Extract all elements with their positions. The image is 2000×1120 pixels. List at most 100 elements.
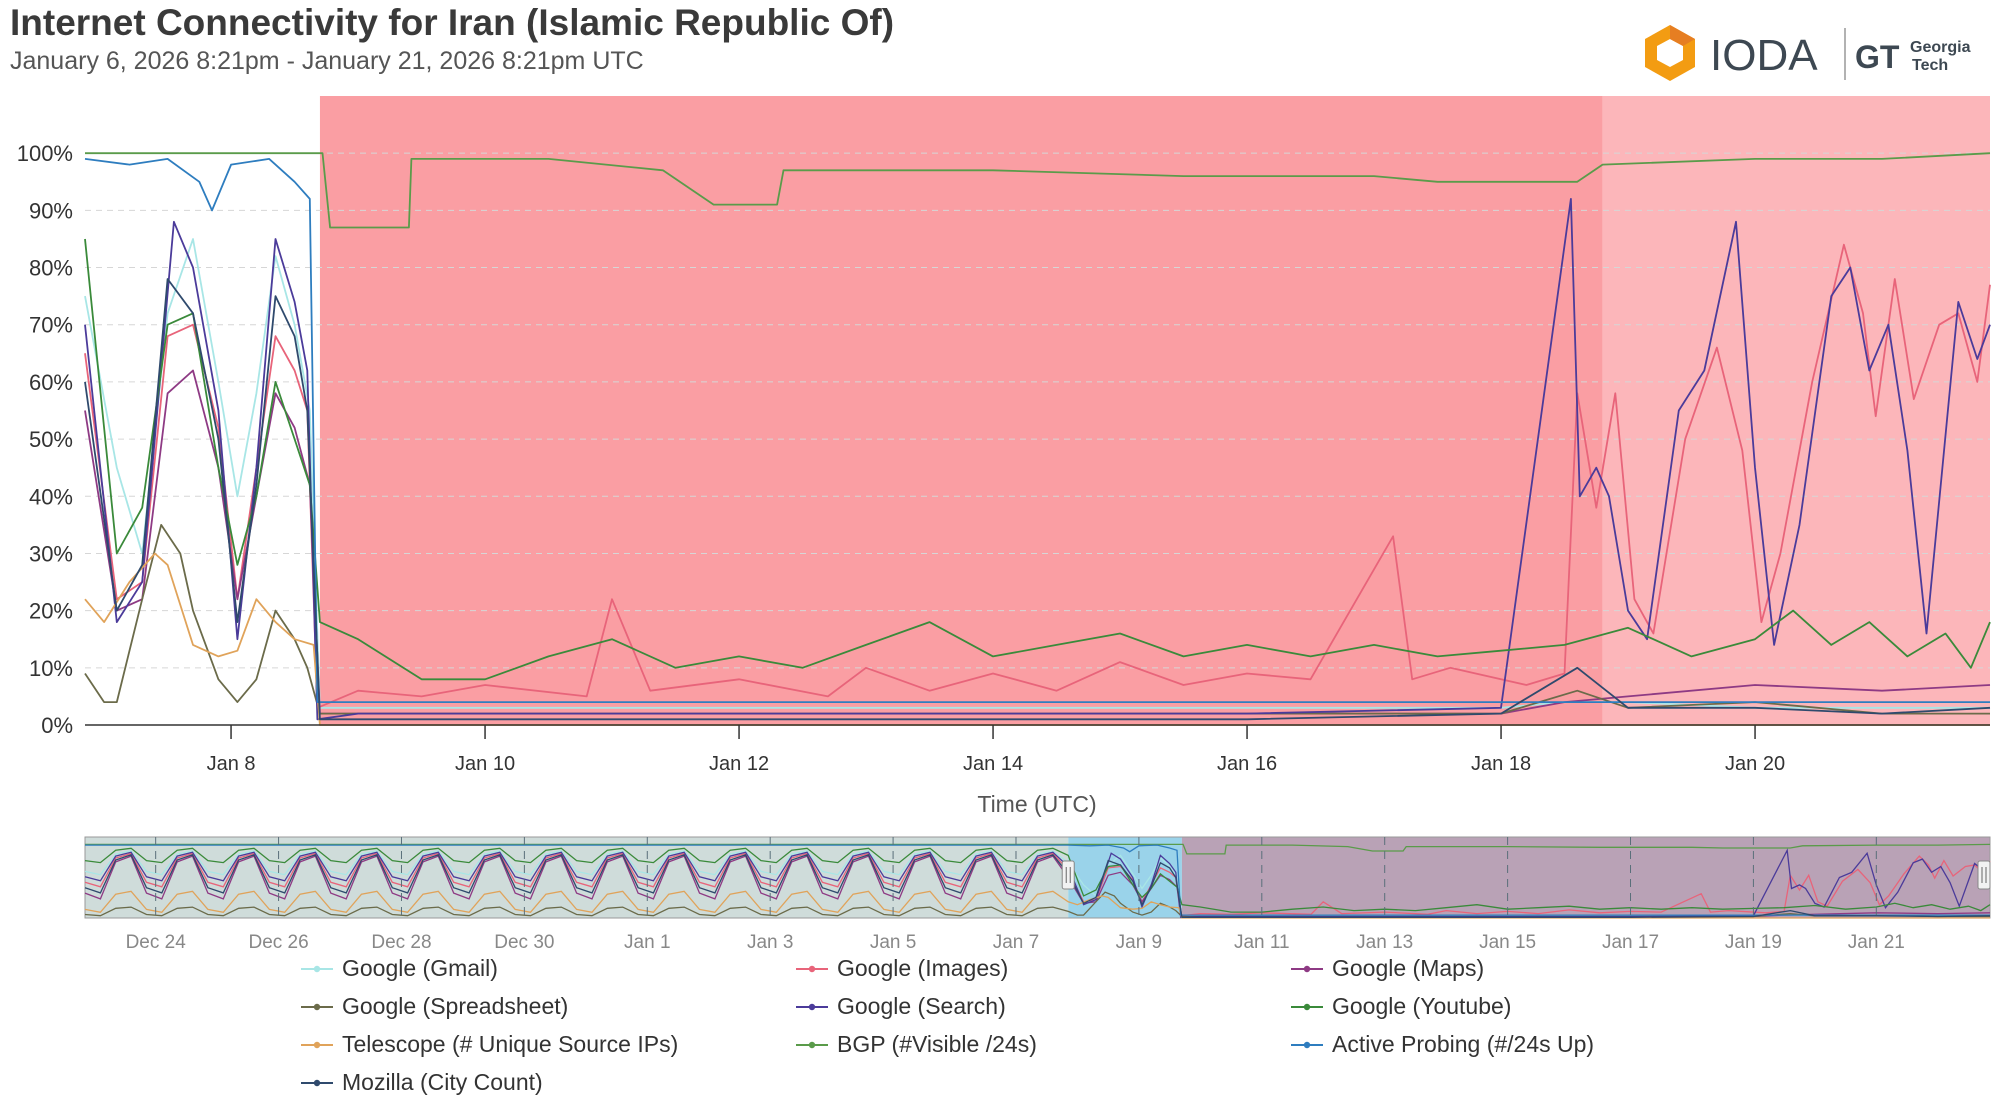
y-tick-label: 80% xyxy=(29,256,73,281)
outage-region-1 xyxy=(1602,96,1990,725)
legend-swatch-icon xyxy=(796,1041,828,1048)
navigator-tick-label: Jan 3 xyxy=(747,932,793,953)
legend-swatch-icon xyxy=(796,1003,828,1010)
ioda-hexagon-icon xyxy=(1645,25,1695,81)
navigator-series-0 xyxy=(84,850,1990,917)
navigator-series-8 xyxy=(85,844,1990,916)
series-lines xyxy=(84,152,1991,726)
y-tick-label: 10% xyxy=(29,656,73,681)
legend-swatch-icon xyxy=(301,1003,333,1010)
legend-item[interactable]: Google (Gmail) xyxy=(300,955,498,982)
series-line-9 xyxy=(84,278,1991,721)
chart-title: Internet Connectivity for Iran (Islamic … xyxy=(10,2,895,43)
legend-swatch-icon xyxy=(301,965,333,972)
series-line-3 xyxy=(84,524,1990,715)
navigator-handle-left[interactable] xyxy=(1061,860,1075,890)
y-tick-label: 90% xyxy=(29,198,73,223)
navigator-tick-label: Dec 24 xyxy=(126,932,187,953)
ioda-logo[interactable]: IODA GT Georgia Tech xyxy=(1640,20,1980,90)
x-tick-label: Jan 18 xyxy=(1471,753,1531,775)
legend-item[interactable]: Telescope (# Unique Source IPs) xyxy=(300,1031,678,1058)
legend-label: Google (Maps) xyxy=(1332,955,1485,981)
navigator-outage-shade xyxy=(1181,837,1990,918)
ioda-wordmark: IODA xyxy=(1710,31,1818,80)
range-navigator[interactable]: Dec 24 Dec 26 Dec 28 Dec 30 Jan 1 Jan 3 Jan 5 J… xyxy=(0,830,2000,955)
x-tick-label: Jan 10 xyxy=(455,753,515,775)
x-axis-label: Time (UTC) xyxy=(977,791,1096,817)
navigator-tick-label: Jan 5 xyxy=(870,932,916,953)
y-tick-label: 20% xyxy=(29,599,73,624)
series-line-1 xyxy=(84,243,1991,709)
legend-label: BGP (#Visible /24s) xyxy=(837,1031,1037,1057)
x-tick-label: Jan 16 xyxy=(1217,753,1277,775)
x-tick-label: Jan 20 xyxy=(1725,753,1785,775)
navigator-tick-label: Jan 9 xyxy=(1116,932,1162,953)
y-tick-label: 40% xyxy=(29,484,73,509)
main-chart[interactable]: 0% 10% 20% 30% 40% 50% 60% 70% 80% 90% 100% Jan 8 Ja… xyxy=(0,90,2000,820)
navigator-background xyxy=(84,836,1991,919)
legend-label: Telescope (# Unique Source IPs) xyxy=(342,1031,679,1057)
navigator-series-9 xyxy=(84,853,1991,918)
navigator-tick-label: Jan 7 xyxy=(993,932,1039,953)
y-tick-label: 60% xyxy=(29,370,73,395)
y-tick-label: 50% xyxy=(29,427,73,452)
legend-label: Google (Youtube) xyxy=(1332,993,1512,1019)
series-line-7 xyxy=(85,152,1991,229)
outage-regions xyxy=(319,96,1990,725)
axes: 0% 10% 20% 30% 40% 50% 60% 70% 80% 90% 100% Jan 8 Ja… xyxy=(17,141,1990,775)
navigator-tick-label: Jan 17 xyxy=(1602,932,1659,953)
x-tick-label: Jan 12 xyxy=(709,753,769,775)
legend-swatch-icon xyxy=(301,1041,333,1048)
x-tick-label: Jan 14 xyxy=(963,753,1023,775)
legend-label: Google (Gmail) xyxy=(342,955,498,981)
navigator-axis: Dec 24 Dec 26 Dec 28 Dec 30 Jan 1 Jan 3 Jan 5 J… xyxy=(126,837,1905,953)
grid-lines xyxy=(85,152,1990,669)
navigator-tick-label: Dec 30 xyxy=(494,932,554,953)
navigator-tick-label: Jan 11 xyxy=(1234,932,1290,953)
series-line-8 xyxy=(84,158,1990,703)
navigator-series-6 xyxy=(84,890,1990,919)
georgia-tech-line1: Georgia xyxy=(1910,39,1971,56)
navigator-tick-label: Jan 15 xyxy=(1479,932,1536,953)
navigator-series-7 xyxy=(85,843,1991,855)
legend-item[interactable]: Google (Youtube) xyxy=(1290,993,1511,1020)
y-tick-label: 70% xyxy=(29,313,73,338)
y-tick-label: 100% xyxy=(17,141,73,166)
navigator-tick-label: Dec 28 xyxy=(371,932,431,953)
navigator-series-4 xyxy=(84,848,1991,918)
legend: Google (Gmail) Google (Images) Google (Map… xyxy=(0,955,2000,1115)
chart-subtitle: January 6, 2026 8:21pm - January 21, 202… xyxy=(10,47,644,75)
navigator-handles[interactable] xyxy=(1061,860,1991,890)
legend-item[interactable]: Google (Search) xyxy=(795,993,1006,1020)
legend-swatch-icon xyxy=(301,1079,333,1086)
navigator-tick-label: Jan 13 xyxy=(1356,932,1413,953)
navigator-tick-label: Jan 1 xyxy=(624,932,670,953)
legend-item[interactable]: BGP (#Visible /24s) xyxy=(795,1031,1037,1058)
legend-swatch-icon xyxy=(1291,965,1323,972)
legend-label: Active Probing (#/24s Up) xyxy=(1332,1031,1595,1057)
legend-item[interactable]: Google (Images) xyxy=(795,955,1008,982)
legend-swatch-icon xyxy=(796,965,828,972)
georgia-tech-line2: Tech xyxy=(1912,57,1948,74)
outage-region-0 xyxy=(319,96,1603,725)
navigator-tick-label: Jan 21 xyxy=(1848,932,1905,953)
legend-item[interactable]: Google (Maps) xyxy=(1290,955,1484,982)
navigator-series-1 xyxy=(84,852,1991,917)
legend-item[interactable]: Active Probing (#/24s Up) xyxy=(1290,1031,1594,1058)
legend-label: Google (Search) xyxy=(837,993,1006,1019)
navigator-series xyxy=(84,843,1991,919)
navigator-handle-right[interactable] xyxy=(1977,860,1991,890)
gt-monogram-icon: GT xyxy=(1855,39,1900,75)
legend-label: Google (Images) xyxy=(837,955,1009,981)
legend-label: Google (Spreadsheet) xyxy=(342,993,569,1019)
navigator-series-3 xyxy=(84,891,1990,918)
navigator-tick-label: Jan 19 xyxy=(1725,932,1782,953)
legend-swatch-icon xyxy=(1291,1041,1323,1048)
legend-item[interactable]: Google (Spreadsheet) xyxy=(300,993,568,1020)
navigator-tick-label: Dec 26 xyxy=(248,932,308,953)
legend-swatch-icon xyxy=(1291,1003,1323,1010)
y-tick-label: 0% xyxy=(41,713,73,738)
legend-label: Mozilla (City Count) xyxy=(342,1069,543,1095)
navigator-series-5 xyxy=(84,847,1991,913)
legend-item[interactable]: Mozilla (City Count) xyxy=(300,1069,543,1096)
